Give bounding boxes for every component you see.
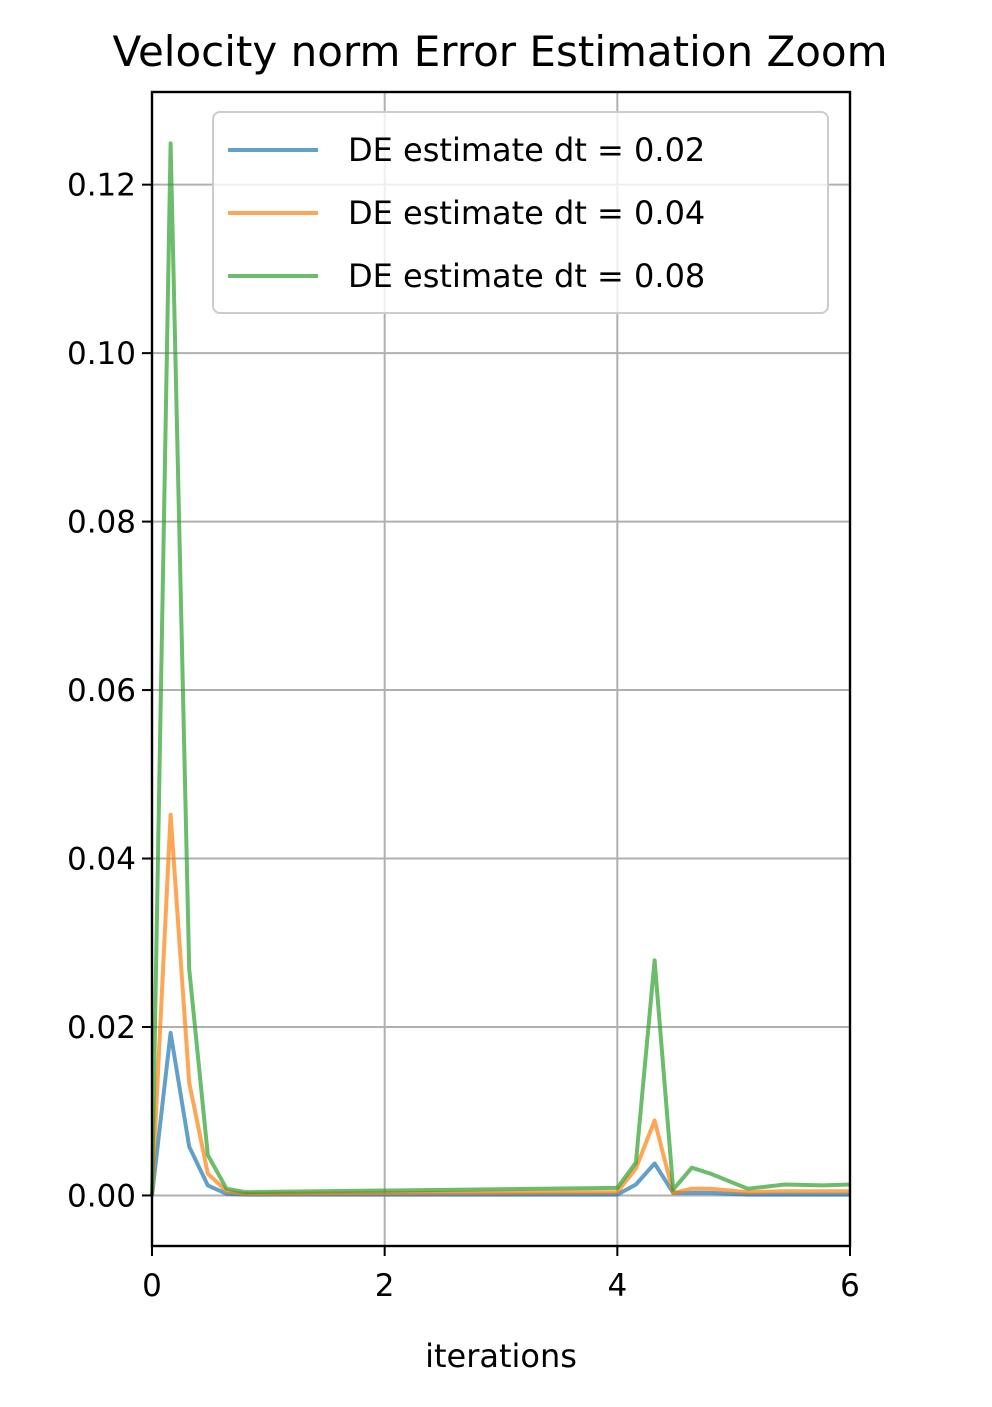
x-tick-label: 0	[142, 1268, 162, 1304]
x-tick-label: 6	[840, 1268, 860, 1304]
series-line-3	[150, 141, 851, 1196]
plot-frame	[150, 90, 852, 1248]
series-layer	[150, 141, 851, 1197]
legend: DE estimate dt = 0.02 DE estimate dt = 0.…	[212, 111, 829, 314]
legend-label-1: DE estimate dt = 0.02	[348, 131, 705, 169]
y-tick-label: 0.04	[67, 842, 136, 878]
axis-ticks: 0 2 4 6 0.00 0.02 0.04 0.06 0.08 0.10 0.12	[67, 168, 860, 1304]
y-tick-label: 0.12	[67, 168, 136, 204]
y-tick-label: 0.10	[67, 336, 136, 372]
legend-label-2: DE estimate dt = 0.04	[348, 194, 705, 232]
series-line-2	[150, 812, 850, 1196]
legend-label-3: DE estimate dt = 0.08	[348, 257, 705, 295]
x-tick-label: 4	[607, 1268, 627, 1304]
chart-title: Velocity norm Error Estimation Zoom	[112, 27, 887, 76]
x-tick-label: 2	[375, 1268, 395, 1304]
y-tick-label: 0.00	[67, 1178, 136, 1214]
series-line-1	[150, 1030, 850, 1197]
y-tick-label: 0.06	[67, 673, 136, 709]
legend-box	[212, 111, 829, 314]
y-tick-label: 0.08	[67, 505, 136, 541]
y-tick-label: 0.02	[67, 1010, 136, 1046]
x-axis-label: iterations	[425, 1337, 577, 1375]
